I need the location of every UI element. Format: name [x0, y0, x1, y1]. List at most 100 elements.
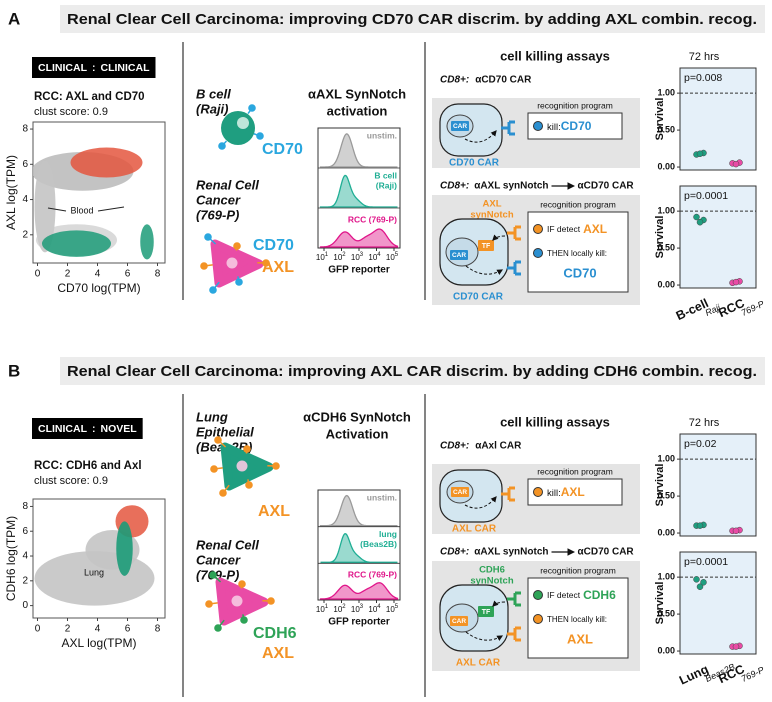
histogram-trace [319, 228, 399, 248]
cell-name: B cell [196, 86, 231, 101]
survival-tick-label: 0.50 [657, 242, 675, 252]
survival-y-label: Survival [654, 216, 666, 259]
assays-title: cell killing assays [500, 48, 610, 63]
y-tick-label: 6 [22, 159, 28, 170]
then-target: CD70 [563, 265, 596, 280]
expression-arrow [465, 631, 504, 641]
tf-label: TF [482, 609, 491, 616]
program-if: IF detect AXL [547, 222, 607, 236]
tick-exponent: 5 [395, 252, 399, 258]
x-axis-label: AXL log(TPM) [62, 636, 137, 650]
antigen-dot [267, 597, 275, 605]
antigen-dot [209, 286, 217, 294]
trace-label: B cell [374, 170, 397, 180]
tick-exponent: 2 [342, 252, 346, 258]
survival-point [693, 576, 700, 583]
title-banner [60, 357, 765, 385]
panel: A Renal Clear Cell Carcinoma: improving C… [4, 5, 766, 323]
point-cloud-area [70, 147, 143, 178]
program-then: THEN locally kill: [547, 249, 607, 258]
x-tick-label: 2 [65, 269, 71, 280]
kill-target: CD70 [561, 119, 592, 133]
y-axis-label: AXL log(TPM) [4, 155, 18, 230]
antigen-dot [204, 233, 212, 241]
trace-label: (Raji) [376, 180, 397, 190]
tick-exponent: 2 [342, 604, 346, 610]
antigen-label: CDH6 [253, 625, 297, 642]
car-tag-box [451, 121, 469, 131]
synnotch-label: synNotch [470, 210, 513, 221]
point-cloud [33, 147, 154, 260]
antigen-dot [205, 600, 213, 608]
survival-point [696, 218, 704, 226]
antigen-dot [214, 624, 222, 632]
survival-point [732, 643, 740, 650]
assay-header: αCD70 CAR [475, 75, 532, 86]
car-label: AXL CAR [456, 658, 501, 669]
synnotch-label: CDH6 [479, 565, 505, 576]
program-label: recognition program [540, 565, 616, 575]
survival-tick-label: 1.00 [657, 206, 675, 216]
tag-text: CLINICAL [38, 423, 88, 435]
trace-label: (Beas2B) [360, 539, 397, 549]
histogram-frame [317, 489, 401, 601]
antigen-dot [209, 571, 217, 579]
x-tick-label: 8 [155, 269, 161, 280]
if-target: AXL [583, 222, 607, 236]
trace-label: unstim. [367, 492, 397, 502]
survival-point [732, 527, 740, 535]
survival-y-label: Survival [654, 582, 666, 625]
y-tick-label: 4 [22, 194, 28, 205]
tag-text: NOVEL [101, 423, 138, 435]
cluster-score: clust score: 0.9 [34, 106, 108, 118]
program-if: IF detect CDH6 [547, 588, 616, 602]
annotation-line [97, 206, 125, 212]
histogram-tick-label: 101 [316, 252, 329, 263]
tick-base: 10 [368, 253, 377, 262]
cell-nucleus [231, 595, 243, 607]
time-label: 72 hrs [689, 51, 720, 63]
tick-exponent: 3 [360, 252, 364, 258]
tick-base: 10 [333, 253, 342, 262]
program-dot [533, 590, 543, 600]
survival-y-label: Survival [654, 98, 666, 141]
point-cloud-area [140, 224, 154, 260]
cell-name: Lung [196, 409, 228, 424]
histogram-title: αAXL SynNotch [308, 86, 406, 101]
assay-header: CD8+: [440, 547, 469, 558]
survival-frame [679, 433, 757, 537]
p-value: p=0.0001 [684, 556, 728, 568]
x-tick-label: 8 [155, 624, 161, 635]
antigen-dot [214, 436, 222, 444]
y-tick-label: 0 [22, 600, 28, 611]
panel-title: Renal Clear Cell Carcinoma: improving AX… [67, 363, 757, 380]
antigen-dot [210, 465, 218, 473]
receptor [507, 591, 521, 607]
car-tag: CAR [453, 489, 467, 496]
x-axis-label: CD70 log(TPM) [57, 281, 140, 295]
cell-name: Cancer [196, 552, 241, 567]
antigen-dot [233, 242, 241, 250]
trace-label: RCC (769-P) [348, 570, 397, 580]
scatter-heading: RCC: CDH6 and Axl [34, 460, 142, 472]
antigen-label: AXL [258, 503, 290, 520]
histogram-tick-label: 101 [316, 604, 329, 615]
histogram-tick-label: 102 [333, 252, 346, 263]
antigen-dot [262, 259, 270, 267]
survival-point [732, 160, 740, 168]
program-label: recognition program [537, 466, 613, 476]
program-label: recognition program [537, 100, 613, 110]
receptor [507, 225, 521, 241]
receptor [507, 626, 521, 642]
tf-label: TF [482, 243, 491, 250]
histogram-title: Activation [326, 426, 389, 441]
y-tick-label: 6 [22, 526, 28, 537]
tick-exponent: 4 [377, 604, 381, 610]
tick-exponent: 3 [360, 604, 364, 610]
synnotch-label: synNotch [470, 576, 513, 587]
program-kill: kill:CD70 [547, 119, 592, 133]
antigen-dot [243, 445, 251, 453]
annotation: Lung [84, 567, 104, 577]
x-tick-label: 0 [35, 624, 41, 635]
